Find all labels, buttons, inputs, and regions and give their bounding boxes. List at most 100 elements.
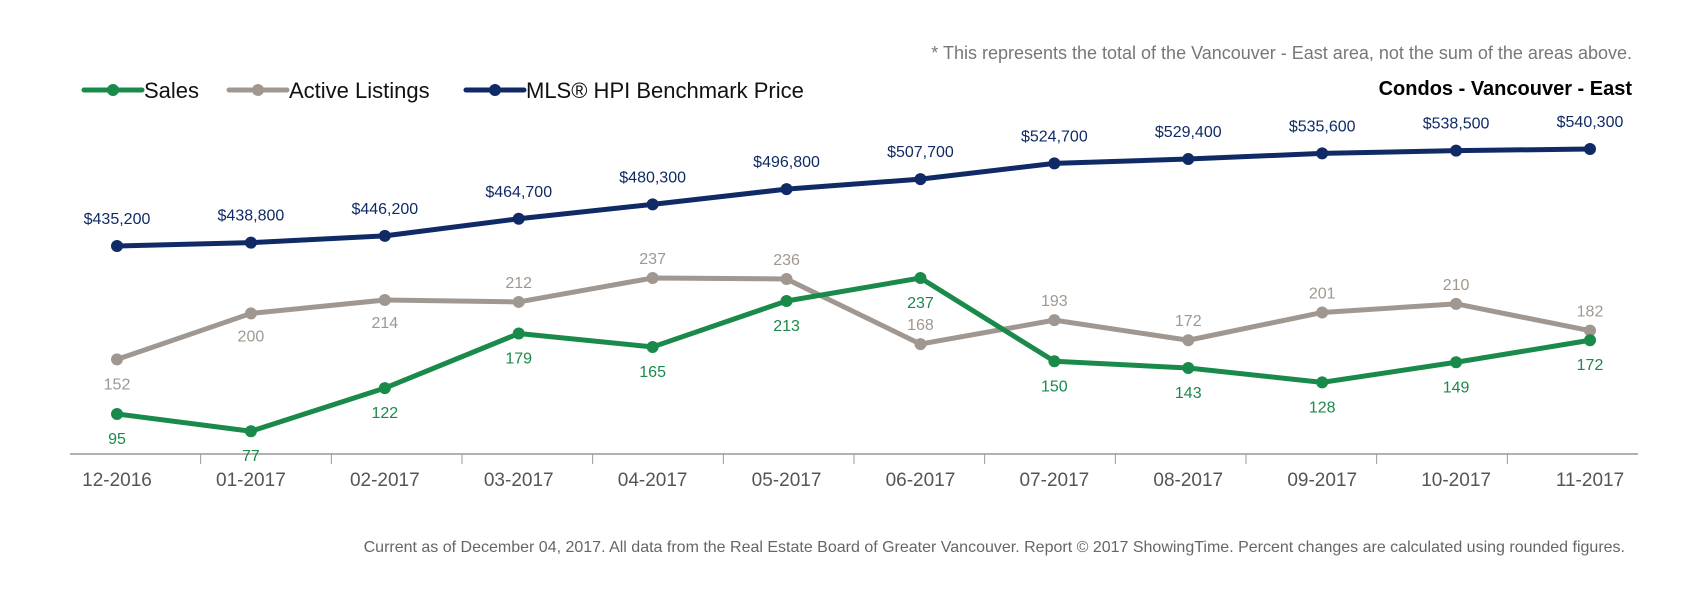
data-point-benchmark-price bbox=[780, 183, 793, 196]
legend: Sales Active Listings MLS® HPI Benchmark P… bbox=[81, 78, 804, 103]
x-tick-label: 11-2017 bbox=[1556, 470, 1624, 491]
data-label-sales: 150 bbox=[1041, 378, 1068, 395]
data-label-benchmark-price: $535,600 bbox=[1289, 118, 1356, 135]
data-label-sales: 149 bbox=[1443, 379, 1470, 396]
data-label-active-listings: 214 bbox=[371, 315, 398, 332]
x-tick-label: 05-2017 bbox=[752, 470, 822, 491]
series-line-benchmark-price bbox=[114, 146, 1593, 249]
x-tick-label: 09-2017 bbox=[1287, 470, 1357, 491]
chart-title: Condos - Vancouver - East bbox=[1379, 78, 1633, 100]
x-tick-label: 06-2017 bbox=[886, 470, 956, 491]
data-point-benchmark-price bbox=[1584, 143, 1596, 155]
x-tick-label: 03-2017 bbox=[484, 470, 554, 491]
data-label-active-listings: 172 bbox=[1175, 313, 1202, 330]
data-point-sales bbox=[1316, 376, 1329, 389]
data-label-benchmark-price: $524,700 bbox=[1021, 128, 1088, 145]
data-point-active-listings bbox=[1048, 314, 1061, 327]
x-tick-label: 08-2017 bbox=[1153, 470, 1223, 491]
data-label-benchmark-price: $529,400 bbox=[1155, 124, 1222, 141]
data-point-sales bbox=[1450, 356, 1463, 369]
data-label-sales: 237 bbox=[907, 295, 934, 312]
data-label-benchmark-price: $435,200 bbox=[84, 211, 151, 228]
x-axis-tick-labels: 12-2016 01-2017 02-2017 03-2017 04-2017 05-20… bbox=[82, 470, 1624, 491]
data-point-active-listings bbox=[512, 295, 525, 308]
data-point-active-listings bbox=[1182, 334, 1195, 347]
data-point-active-listings bbox=[244, 307, 257, 320]
data-point-active-listings bbox=[1584, 324, 1596, 337]
data-point-active-listings bbox=[1450, 297, 1463, 310]
data-point-active-listings bbox=[646, 272, 659, 284]
data-label-active-listings: 193 bbox=[1041, 293, 1068, 310]
legend-swatch-marker bbox=[252, 84, 264, 96]
x-tick-label: 07-2017 bbox=[1019, 470, 1089, 491]
data-label-benchmark-price: $438,800 bbox=[218, 208, 285, 225]
data-point-benchmark-price bbox=[646, 198, 659, 211]
footnote-note: * This represents the total of the Vanco… bbox=[931, 43, 1632, 63]
data-point-sales bbox=[914, 272, 927, 284]
data-point-active-listings bbox=[111, 353, 123, 366]
data-point-benchmark-price bbox=[1450, 144, 1463, 157]
plot-area: 12-2016 01-2017 02-2017 03-2017 04-2017 05-20… bbox=[70, 114, 1638, 491]
x-tick-label: 02-2017 bbox=[350, 470, 420, 491]
data-point-sales bbox=[512, 327, 525, 340]
series-lines bbox=[114, 146, 1593, 434]
data-point-benchmark-price bbox=[378, 229, 391, 242]
data-label-benchmark-price: $538,500 bbox=[1423, 116, 1490, 133]
legend-item-sales: Sales bbox=[81, 78, 199, 103]
data-label-active-listings: 152 bbox=[104, 376, 131, 393]
data-point-sales bbox=[646, 340, 659, 353]
data-label-benchmark-price: $540,300 bbox=[1557, 114, 1624, 131]
data-label-active-listings: 236 bbox=[773, 252, 800, 269]
data-label-sales: 165 bbox=[639, 364, 666, 381]
data-point-active-listings bbox=[780, 272, 793, 285]
data-label-benchmark-price: $446,200 bbox=[351, 201, 418, 218]
data-point-sales bbox=[1048, 355, 1061, 368]
legend-item-active-listings: Active Listings bbox=[226, 78, 430, 103]
legend-label: MLS® HPI Benchmark Price bbox=[526, 78, 804, 103]
data-label-active-listings: 210 bbox=[1443, 277, 1470, 294]
data-point-benchmark-price bbox=[1316, 147, 1329, 160]
data-label-benchmark-price: $464,700 bbox=[485, 184, 552, 201]
data-point-sales bbox=[244, 425, 257, 438]
data-label-active-listings: 182 bbox=[1577, 304, 1604, 321]
data-point-active-listings bbox=[914, 338, 927, 351]
data-point-sales bbox=[780, 294, 793, 307]
footer-text: Current as of December 04, 2017. All dat… bbox=[364, 539, 1625, 556]
data-label-active-listings: 168 bbox=[907, 317, 934, 334]
data-label-benchmark-price: $496,800 bbox=[753, 154, 820, 171]
data-label-active-listings: 201 bbox=[1309, 285, 1336, 302]
data-point-active-listings bbox=[378, 294, 391, 307]
series-line-active-listings bbox=[114, 275, 1593, 362]
x-tick-label: 10-2017 bbox=[1421, 470, 1491, 491]
legend-swatch-marker bbox=[489, 84, 501, 96]
data-label-sales: 122 bbox=[371, 405, 398, 422]
data-label-active-listings: 200 bbox=[238, 328, 265, 345]
data-label-sales: 143 bbox=[1175, 385, 1202, 402]
legend-swatch-marker bbox=[107, 84, 119, 96]
data-point-benchmark-price bbox=[914, 173, 927, 186]
series-data-labels: $435,200 $438,800 $446,200 $464,700 $480,300… bbox=[84, 114, 1624, 465]
data-point-sales bbox=[378, 382, 391, 395]
series-line-sales bbox=[114, 275, 1593, 434]
x-tick-label: 12-2016 bbox=[82, 470, 152, 491]
legend-label: Active Listings bbox=[289, 78, 430, 103]
legend-item-benchmark-price: MLS® HPI Benchmark Price bbox=[463, 78, 804, 103]
series-points bbox=[111, 143, 1596, 438]
data-label-active-listings: 237 bbox=[639, 251, 666, 268]
data-point-sales bbox=[111, 407, 123, 420]
data-point-benchmark-price bbox=[1048, 157, 1061, 170]
x-axis-ticks bbox=[200, 454, 1508, 464]
data-point-sales bbox=[1584, 334, 1596, 347]
data-point-benchmark-price bbox=[111, 240, 123, 252]
data-label-sales: 213 bbox=[773, 318, 800, 335]
data-label-sales: 95 bbox=[108, 431, 126, 448]
x-tick-label: 04-2017 bbox=[618, 470, 688, 491]
x-tick-label: 01-2017 bbox=[216, 470, 286, 491]
data-point-sales bbox=[1182, 362, 1195, 375]
data-point-benchmark-price bbox=[512, 212, 525, 225]
data-point-benchmark-price bbox=[1182, 153, 1195, 166]
data-point-benchmark-price bbox=[244, 236, 257, 249]
data-label-active-listings: 212 bbox=[505, 275, 532, 292]
data-label-sales: 128 bbox=[1309, 399, 1336, 416]
